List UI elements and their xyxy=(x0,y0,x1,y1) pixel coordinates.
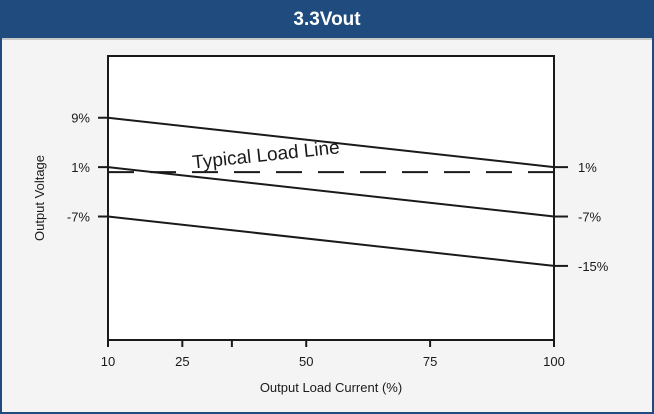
x-tick-label: 75 xyxy=(423,354,437,369)
series-line-2 xyxy=(107,166,555,218)
y-right-tick-label: -7% xyxy=(578,210,602,225)
series-line-3 xyxy=(107,215,555,267)
y-left-tick-label: 1% xyxy=(71,160,90,175)
y-left-tick-label: 9% xyxy=(71,111,90,126)
chart-title: 3.3Vout xyxy=(2,2,652,40)
x-tick-label: 100 xyxy=(543,354,565,369)
y-left-tick-label: -7% xyxy=(67,210,91,225)
y-right-tick-label: -15% xyxy=(578,259,609,274)
plot-area xyxy=(107,55,555,341)
series-line-1 xyxy=(107,116,555,169)
x-tick-label: 10 xyxy=(101,354,115,369)
x-tick-label: 25 xyxy=(175,354,189,369)
y-axis-label: Output Voltage xyxy=(32,155,47,241)
x-tick-label: 50 xyxy=(299,354,313,369)
x-axis-label: Output Load Current (%) xyxy=(260,380,402,395)
y-right-tick-label: 1% xyxy=(578,160,597,175)
